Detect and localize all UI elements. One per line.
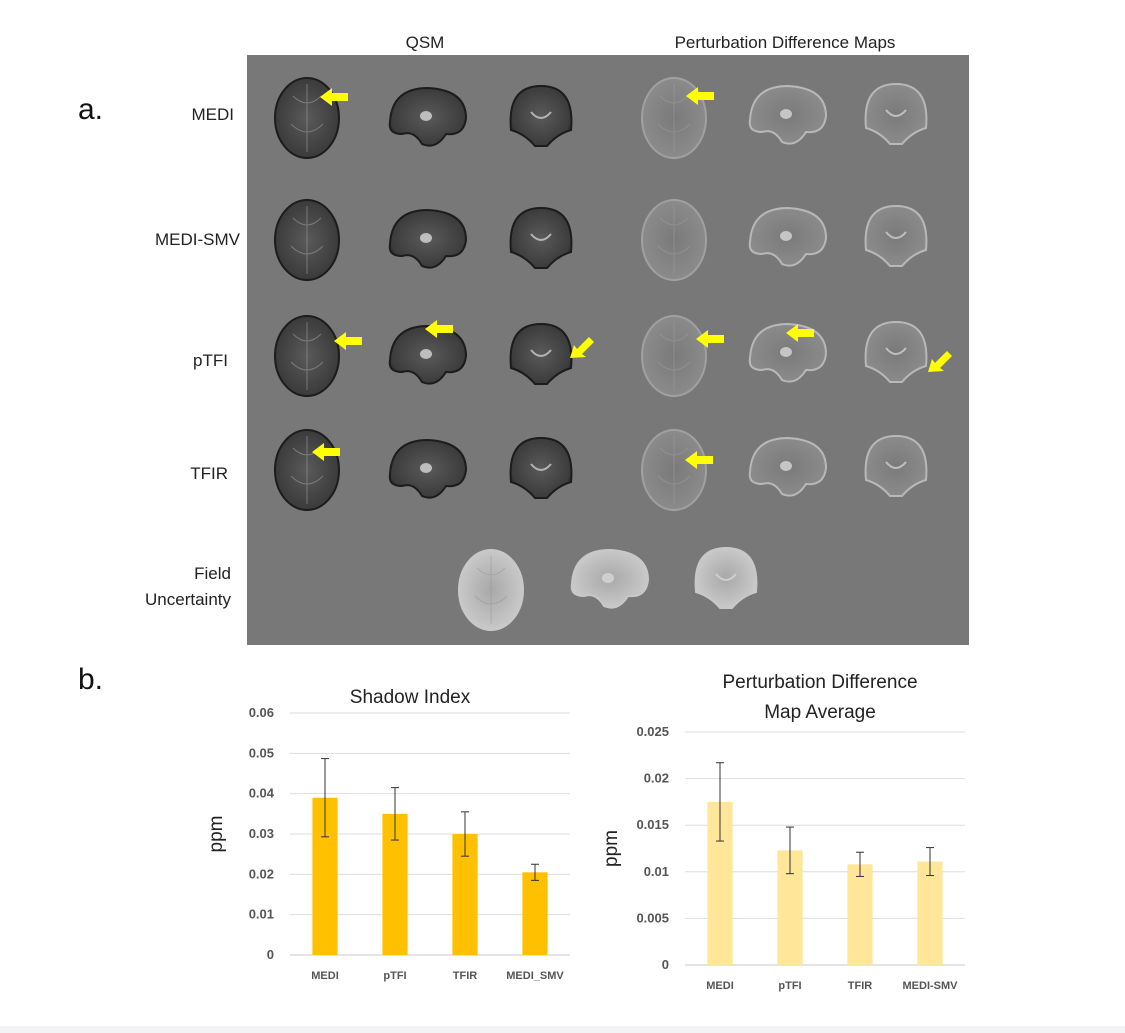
chart1-error-bar-medi — [716, 762, 724, 842]
chart1-category-label: pTFI — [778, 980, 801, 992]
row-label-medi-smv: MEDI-SMV — [155, 230, 240, 249]
qsm-sagittal-tfir — [388, 438, 468, 499]
perturbation-axial-ptfi — [641, 315, 707, 397]
qsm-coronal-tfir — [509, 436, 573, 499]
chart1-category-label: MEDI-SMV — [903, 980, 959, 992]
chart-title-shadow-index: Shadow Index — [349, 687, 471, 708]
chart0-category-label: TFIR — [453, 970, 477, 982]
chart1-y-tick-label: 0.025 — [636, 724, 669, 739]
chart1-y-axis-label: ppm — [601, 830, 622, 867]
arrow-tfir-perturbation — [685, 451, 713, 469]
qsm-sagittal-medi-smv — [388, 208, 468, 269]
arrow-ptfi-perturbation-axial — [696, 330, 724, 348]
image-grid-background — [247, 55, 969, 645]
qsm-sagittal-ptfi — [388, 324, 468, 385]
perturbation-column-header: Perturbation Difference Maps — [674, 33, 896, 52]
chart0-error-bar-medi — [321, 758, 329, 838]
chart0-error-bar-medi_smv — [531, 863, 539, 881]
chart0-y-axis-label: ppm — [206, 816, 227, 853]
qsm-sagittal-medi — [388, 86, 468, 147]
chart0-category-label: MEDI — [311, 970, 339, 982]
chart0-y-tick-label: 0.05 — [249, 745, 274, 760]
arrow-ptfi-qsm-coronal — [570, 337, 594, 358]
chart1-y-tick-label: 0.015 — [636, 817, 669, 832]
chart1-error-bar-tfir — [856, 851, 864, 877]
arrow-medi-perturbation — [686, 87, 714, 105]
shadow-index-chart: ppm 0 0.01 0.02 0.03 0.04 0.05 0.06 MEDI pTFI TFIR… — [206, 705, 570, 982]
qsm-column-header: QSM — [405, 33, 445, 52]
qsm-coronal-medi — [509, 84, 573, 147]
arrow-ptfi-qsm-sagittal — [425, 320, 453, 338]
arrow-ptfi-perturbation-sagittal — [786, 324, 814, 342]
row-label-tfir: TFIR — [190, 464, 228, 483]
qsm-axial-ptfi — [274, 315, 340, 397]
chart1-y-tick-label: 0.005 — [636, 910, 669, 925]
row-label-medi: MEDI — [191, 105, 235, 124]
chart1-y-tick-label: 0.01 — [644, 864, 669, 879]
arrow-tfir-qsm — [312, 443, 340, 461]
chart1-category-label: TFIR — [848, 980, 872, 992]
chart1-error-bar-medi-smv — [926, 847, 934, 877]
footer-strip — [0, 1026, 1125, 1033]
qsm-axial-tfir — [274, 429, 340, 511]
chart0-y-tick-label: 0.02 — [249, 866, 274, 881]
arrow-ptfi-perturbation-coronal — [928, 351, 952, 372]
panel-b-letter: b. — [78, 663, 104, 696]
chart0-y-tick-label: 0 — [267, 947, 274, 962]
perturbation-coronal-medi-smv — [864, 204, 928, 267]
qsm-coronal-medi-smv — [509, 206, 573, 269]
perturbation-sagittal-ptfi — [748, 322, 828, 383]
arrow-medi-qsm — [320, 88, 348, 106]
perturbation-average-chart: ppm 0 0.005 0.01 0.015 0.02 0.025 MEDI pTFI TFIR M… — [601, 724, 965, 992]
arrow-ptfi-qsm-axial — [334, 332, 362, 350]
perturbation-axial-tfir — [641, 429, 707, 511]
chart-title-perturbation-average: Perturbation Difference Map Average — [722, 672, 918, 723]
uncertainty-axial — [458, 549, 524, 631]
chart0-category-label: MEDI_SMV — [506, 970, 564, 982]
panel-a-letter: a. — [78, 93, 104, 126]
chart1-y-tick-label: 0.02 — [644, 771, 669, 786]
row-label-field-uncertainty: Field Uncertainty — [145, 564, 231, 609]
chart0-category-label: pTFI — [383, 970, 406, 982]
perturbation-coronal-medi — [864, 82, 928, 145]
chart1-bar-tfir — [847, 864, 873, 965]
chart1-error-bar-ptfi — [786, 826, 794, 875]
chart0-y-tick-label: 0.03 — [249, 826, 274, 841]
uncertainty-coronal — [694, 546, 758, 609]
chart1-category-label: MEDI — [706, 980, 734, 992]
chart0-y-tick-label: 0.06 — [249, 705, 274, 720]
chart1-y-tick-label: 0 — [662, 957, 669, 972]
perturbation-sagittal-medi-smv — [748, 206, 828, 267]
row-label-ptfi: pTFI — [193, 351, 228, 370]
perturbation-coronal-tfir — [864, 434, 928, 497]
qsm-axial-medi-smv — [274, 199, 340, 281]
chart1-bar-medi-smv — [917, 861, 943, 965]
chart0-bar-medi_smv — [522, 872, 548, 955]
chart0-error-bar-tfir — [461, 811, 469, 857]
perturbation-coronal-ptfi — [864, 320, 928, 383]
qsm-coronal-ptfi — [509, 322, 573, 385]
chart0-y-tick-label: 0.01 — [249, 907, 274, 922]
perturbation-sagittal-medi — [748, 84, 828, 145]
perturbation-axial-medi-smv — [641, 199, 707, 281]
chart0-y-tick-label: 0.04 — [249, 786, 275, 801]
chart0-error-bar-ptfi — [391, 787, 399, 841]
perturbation-sagittal-tfir — [748, 436, 828, 497]
uncertainty-sagittal — [570, 548, 650, 609]
